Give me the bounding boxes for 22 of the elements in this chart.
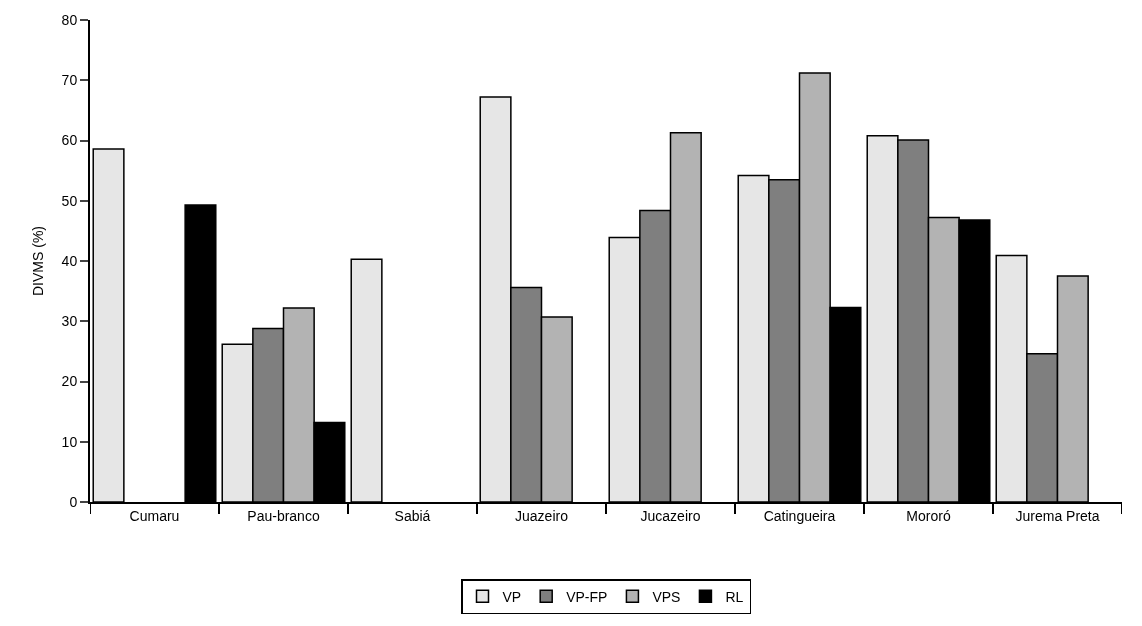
y-tick-label: 70 (61, 72, 78, 89)
y-tick-label: 80 (61, 11, 78, 28)
x-tick-label: Catingueira (763, 507, 836, 524)
y-tick-label: 0 (69, 493, 78, 510)
y-axis-title: DIVMS (%) (29, 226, 46, 296)
x-tick-label: Cumaru (129, 507, 180, 524)
legend-label: VP-FP (566, 588, 608, 605)
y-tick-label: 10 (61, 433, 78, 450)
y-tick-label: 40 (61, 252, 78, 269)
y-tick-label: 60 (61, 132, 78, 149)
x-tick-label: Juazeiro (515, 507, 569, 524)
y-tick-label: 30 (61, 313, 78, 330)
x-tick-label: Pau-branco (247, 507, 320, 524)
x-tick-label: Mororó (906, 507, 951, 524)
legend-label: VP (502, 588, 522, 605)
y-tick-label: 50 (61, 192, 78, 209)
legend-label: RL (725, 588, 744, 605)
x-tick-label: Jurema Preta (1015, 507, 1100, 524)
x-tick-label: Jucazeiro (640, 507, 701, 524)
legend-label: VPS (652, 588, 681, 605)
x-tick-label: Sabiá (394, 507, 431, 524)
y-tick-label: 20 (61, 373, 78, 390)
